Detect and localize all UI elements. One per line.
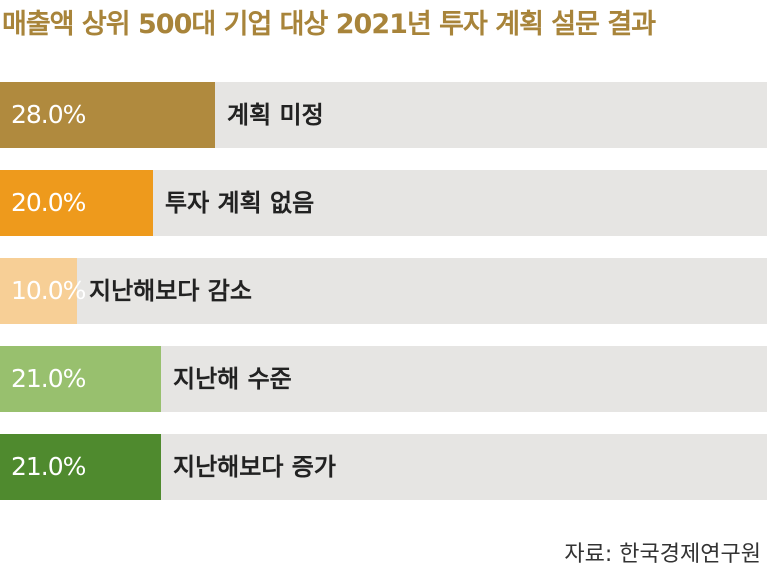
bar [0, 434, 161, 500]
bar-value-label: 28.0% [11, 100, 86, 129]
bar [0, 258, 77, 324]
chart-title: 매출액 상위 500대 기업 대상 2021년 투자 계획 설문 결과 [2, 9, 656, 40]
bar-track: 21.0% 지난해보다 증가 [0, 434, 767, 500]
bar-category-label: 지난해보다 감소 [89, 277, 252, 305]
bar-category-label: 투자 계획 없음 [165, 189, 315, 217]
bar-track: 21.0% 지난해 수준 [0, 346, 767, 412]
bar-category-label: 계획 미정 [227, 101, 324, 129]
bar-track: 10.0% 지난해보다 감소 [0, 258, 767, 324]
bar-category-label: 지난해보다 증가 [173, 453, 336, 481]
bar-track: 20.0% 투자 계획 없음 [0, 170, 767, 236]
bar [0, 170, 153, 236]
bar-category-label: 지난해 수준 [173, 365, 292, 393]
bar-track: 28.0% 계획 미정 [0, 82, 767, 148]
bar-value-label: 21.0% [11, 364, 86, 393]
bar-value-label: 10.0% [11, 276, 86, 305]
bar-value-label: 21.0% [11, 452, 86, 481]
bar [0, 82, 215, 148]
bar [0, 346, 161, 412]
bar-value-label: 20.0% [11, 188, 86, 217]
source-note: 자료: 한국경제연구원 [564, 542, 761, 567]
